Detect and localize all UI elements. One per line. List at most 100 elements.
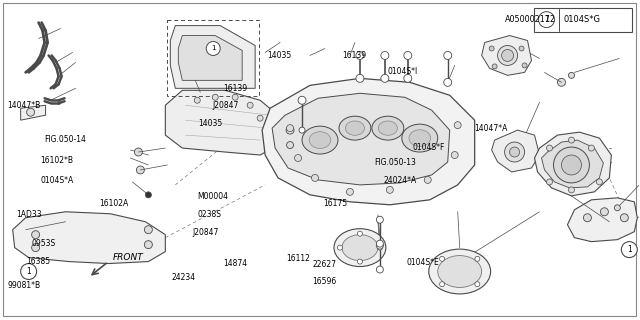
- Circle shape: [134, 148, 142, 156]
- Ellipse shape: [346, 121, 365, 135]
- Text: FRONT: FRONT: [113, 253, 143, 262]
- Ellipse shape: [342, 235, 378, 260]
- Text: 16112: 16112: [286, 254, 310, 263]
- Polygon shape: [568, 198, 637, 242]
- Circle shape: [299, 127, 305, 133]
- Circle shape: [584, 214, 591, 222]
- Text: 14047*A: 14047*A: [474, 124, 508, 133]
- Circle shape: [381, 52, 389, 60]
- Circle shape: [621, 242, 637, 258]
- Text: 16102*B: 16102*B: [40, 156, 74, 165]
- Ellipse shape: [339, 116, 371, 140]
- Circle shape: [357, 231, 362, 236]
- Text: 1: 1: [627, 245, 632, 254]
- Circle shape: [498, 45, 518, 65]
- Text: 16139: 16139: [223, 84, 247, 93]
- Circle shape: [554, 147, 589, 183]
- Text: 1: 1: [211, 45, 216, 52]
- Text: 14035: 14035: [198, 119, 223, 128]
- Text: 14047*B: 14047*B: [7, 101, 40, 110]
- Circle shape: [596, 179, 602, 185]
- Polygon shape: [179, 36, 242, 80]
- Circle shape: [20, 264, 36, 279]
- Circle shape: [424, 176, 431, 183]
- Text: 22627: 22627: [312, 260, 337, 269]
- Circle shape: [504, 142, 525, 162]
- Ellipse shape: [409, 130, 431, 147]
- Circle shape: [195, 97, 200, 103]
- Circle shape: [444, 52, 452, 60]
- Text: 16139: 16139: [342, 51, 367, 60]
- Text: FIG.050-13: FIG.050-13: [374, 158, 416, 167]
- Polygon shape: [262, 78, 475, 205]
- Polygon shape: [13, 212, 165, 264]
- Polygon shape: [492, 130, 540, 172]
- Circle shape: [454, 122, 461, 129]
- Circle shape: [404, 74, 412, 82]
- Ellipse shape: [334, 229, 386, 267]
- Circle shape: [357, 259, 362, 264]
- Circle shape: [440, 256, 445, 261]
- Ellipse shape: [372, 116, 404, 140]
- Circle shape: [444, 78, 452, 86]
- Circle shape: [475, 282, 480, 287]
- Circle shape: [600, 208, 609, 216]
- Circle shape: [31, 244, 40, 252]
- Circle shape: [376, 216, 383, 223]
- Circle shape: [378, 245, 382, 250]
- Text: 1: 1: [544, 15, 549, 24]
- Circle shape: [614, 205, 620, 211]
- Text: 1: 1: [26, 267, 31, 276]
- Text: 16102A: 16102A: [100, 198, 129, 207]
- Circle shape: [557, 78, 566, 86]
- Text: 0104S*A: 0104S*A: [40, 176, 74, 185]
- Text: 16175: 16175: [323, 199, 348, 208]
- Circle shape: [376, 242, 383, 249]
- Circle shape: [287, 141, 294, 148]
- Text: J20847: J20847: [212, 101, 239, 110]
- Text: 14035: 14035: [268, 51, 292, 60]
- Circle shape: [294, 155, 301, 162]
- Circle shape: [337, 245, 342, 250]
- Circle shape: [519, 46, 524, 51]
- Circle shape: [298, 96, 306, 104]
- Text: 0104S*G: 0104S*G: [563, 15, 600, 24]
- Circle shape: [232, 94, 238, 100]
- Circle shape: [286, 126, 294, 134]
- Polygon shape: [170, 26, 255, 88]
- Circle shape: [502, 50, 513, 61]
- Circle shape: [538, 12, 554, 28]
- Circle shape: [257, 115, 263, 121]
- Circle shape: [509, 147, 520, 157]
- Circle shape: [31, 231, 40, 239]
- Text: 16385: 16385: [26, 258, 51, 267]
- Circle shape: [568, 137, 575, 143]
- Text: 0104S*F: 0104S*F: [413, 143, 445, 152]
- Circle shape: [522, 63, 527, 68]
- Circle shape: [547, 145, 552, 151]
- Text: 0953S: 0953S: [31, 239, 56, 248]
- Circle shape: [212, 94, 218, 100]
- FancyBboxPatch shape: [534, 8, 632, 32]
- Ellipse shape: [438, 256, 482, 287]
- Circle shape: [27, 108, 35, 116]
- Circle shape: [387, 186, 394, 193]
- Circle shape: [561, 155, 581, 175]
- Text: 24234: 24234: [172, 273, 196, 282]
- Ellipse shape: [429, 249, 491, 294]
- Circle shape: [287, 125, 294, 132]
- Text: 1AD33: 1AD33: [17, 210, 42, 219]
- Text: 14874: 14874: [223, 259, 247, 268]
- Circle shape: [475, 256, 480, 261]
- Text: FIG.050-14: FIG.050-14: [44, 135, 86, 144]
- Ellipse shape: [302, 126, 338, 154]
- Ellipse shape: [309, 132, 331, 148]
- Circle shape: [547, 179, 552, 185]
- Circle shape: [620, 214, 628, 222]
- Circle shape: [376, 240, 383, 247]
- Circle shape: [489, 46, 494, 51]
- Ellipse shape: [402, 124, 438, 152]
- Text: 0238S: 0238S: [197, 210, 221, 219]
- Circle shape: [376, 266, 383, 273]
- Circle shape: [381, 74, 389, 82]
